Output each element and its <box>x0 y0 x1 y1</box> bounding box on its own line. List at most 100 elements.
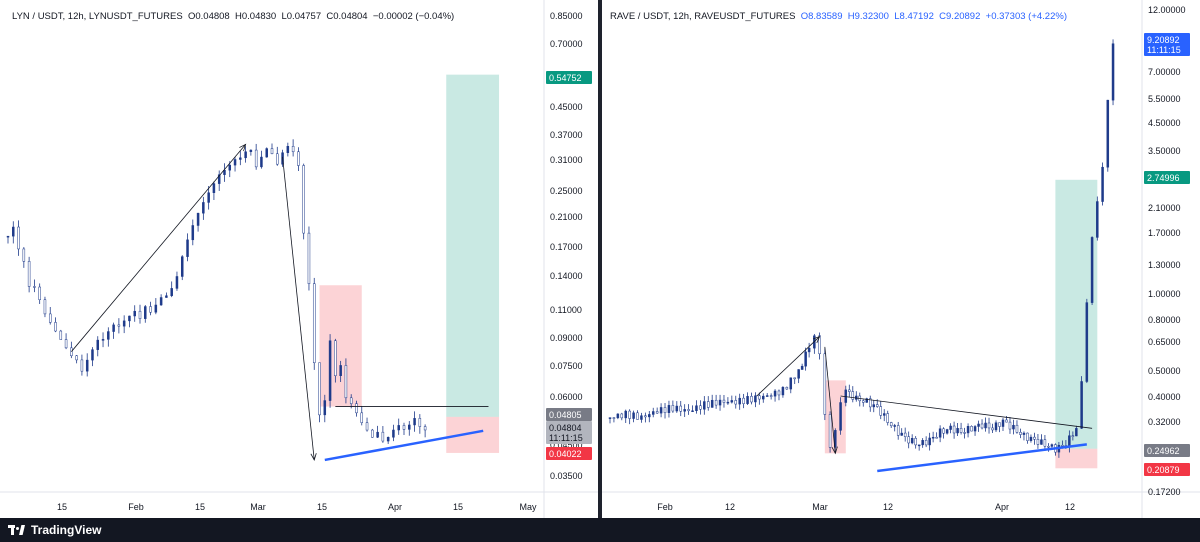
trend-arrow-up[interactable] <box>71 144 246 352</box>
resistance-trendline[interactable] <box>840 395 1093 429</box>
panel-divider[interactable] <box>598 0 602 518</box>
price-badge-label: 0.04805 <box>549 410 582 420</box>
candle-body <box>1090 237 1094 303</box>
candle-body <box>70 347 73 357</box>
trend-arrow-up-head <box>812 335 821 344</box>
candle-body <box>365 422 369 431</box>
candle-body <box>959 428 963 433</box>
candle-body <box>769 395 773 397</box>
price-badge <box>1144 463 1190 476</box>
stop-loss-zone <box>319 285 362 407</box>
price-badge-label: 0.20879 <box>1147 465 1180 475</box>
candle-body <box>667 405 671 413</box>
candle-body <box>175 276 179 289</box>
candle-body <box>793 377 796 380</box>
candle-body <box>276 153 279 165</box>
candle-body <box>980 423 984 429</box>
x-tick-label: 15 <box>195 502 205 512</box>
candle-body <box>233 159 237 166</box>
candle-body <box>924 440 928 446</box>
chart-panel-lyn[interactable]: LYN / USDT, 12h, LYNUSDT_FUTURES O0.0480… <box>0 0 598 518</box>
x-tick-label: 12 <box>883 502 893 512</box>
candle-body <box>903 432 907 437</box>
candle-body <box>875 404 879 407</box>
candle-body <box>869 398 872 408</box>
candle-body <box>818 335 821 355</box>
candle-body <box>844 389 848 403</box>
y-tick-label: 1.30000 <box>1148 260 1181 270</box>
candle-body <box>312 283 316 364</box>
candle-body <box>726 401 730 404</box>
candle-body <box>413 418 416 426</box>
y-tick-label: 0.06000 <box>550 392 583 402</box>
x-tick-label: 15 <box>57 502 67 512</box>
trend-arrow-down[interactable] <box>824 346 836 454</box>
candle-body <box>963 432 966 434</box>
trend-arrow-up[interactable] <box>756 336 820 397</box>
support-trendline[interactable] <box>877 443 1087 473</box>
candle-body <box>952 425 956 434</box>
candle-body <box>80 359 84 372</box>
candle-body <box>328 340 332 401</box>
candle-body <box>1080 381 1083 429</box>
trend-arrow-down[interactable] <box>282 156 315 460</box>
candle-body <box>882 413 886 416</box>
candle-body <box>628 410 631 419</box>
candle-body <box>397 425 400 431</box>
candle-body <box>896 425 900 436</box>
candle-body <box>1022 432 1026 435</box>
y-tick-label: 0.31000 <box>550 155 583 165</box>
candle-body <box>699 405 702 410</box>
candle-body <box>886 413 889 423</box>
candle-body <box>910 438 914 444</box>
support-trendline[interactable] <box>324 429 484 462</box>
candle-body <box>371 429 374 438</box>
candle-body <box>663 407 667 413</box>
price-badge <box>1144 171 1190 184</box>
chart-canvas-rave[interactable]: 12.00000 7.00000 5.50000 4.50000 3.50000 2.10… <box>602 0 1200 518</box>
price-badge <box>1144 444 1190 457</box>
tradingview-logo[interactable]: TradingView <box>8 523 101 537</box>
candle-body <box>644 415 647 418</box>
candle-body <box>785 387 789 390</box>
candle-body <box>703 401 706 410</box>
candle-body <box>1075 428 1078 437</box>
x-tick-label: 15 <box>317 502 327 512</box>
candle-body <box>695 405 698 411</box>
candle-body <box>418 418 422 427</box>
chart-panel-rave[interactable]: RAVE / USDT, 12h, RAVEUSDT_FUTURES O8.83… <box>602 0 1200 518</box>
y-tick-label: 1.00000 <box>1148 289 1181 299</box>
y-tick-label: 0.11000 <box>550 305 582 315</box>
candle-body <box>928 437 931 446</box>
price-badge <box>546 447 592 460</box>
candle-body <box>291 146 295 153</box>
tradingview-brand: TradingView <box>31 523 102 537</box>
chart-canvas-lyn[interactable]: 0.850000.700000.550000.450000.370000.310… <box>0 0 598 518</box>
candle-body <box>202 202 205 214</box>
candle-body <box>48 313 52 323</box>
y-tick-label: 3.50000 <box>1148 146 1181 156</box>
candle-body <box>1005 419 1008 423</box>
y-tick-label: 2.10000 <box>1148 203 1181 213</box>
candle-body <box>323 400 327 416</box>
candle-body <box>707 401 710 408</box>
price-badge-label: 0.24962 <box>1147 446 1180 456</box>
candle-body <box>85 359 89 372</box>
y-tick-label: 0.65000 <box>1148 337 1181 347</box>
candle-body <box>998 422 1001 427</box>
chart-header-lyn: LYN / USDT, 12h, LYNUSDT_FUTURES O0.0480… <box>12 11 454 22</box>
candle-body <box>149 306 152 313</box>
y-tick-label: 0.14000 <box>550 271 583 281</box>
tradingview-icon <box>8 525 26 535</box>
candle-body <box>43 299 47 315</box>
x-tick-label: Mar <box>812 502 828 512</box>
candle-body <box>991 427 994 431</box>
candle-body <box>223 169 226 175</box>
low-value: L0.04757 <box>281 11 322 22</box>
candle-body <box>260 156 263 168</box>
candle-body <box>777 390 781 396</box>
y-tick-label: 0.21000 <box>550 212 583 222</box>
candle-body <box>648 414 651 418</box>
candle-body <box>75 355 78 361</box>
candle-body <box>938 428 942 438</box>
